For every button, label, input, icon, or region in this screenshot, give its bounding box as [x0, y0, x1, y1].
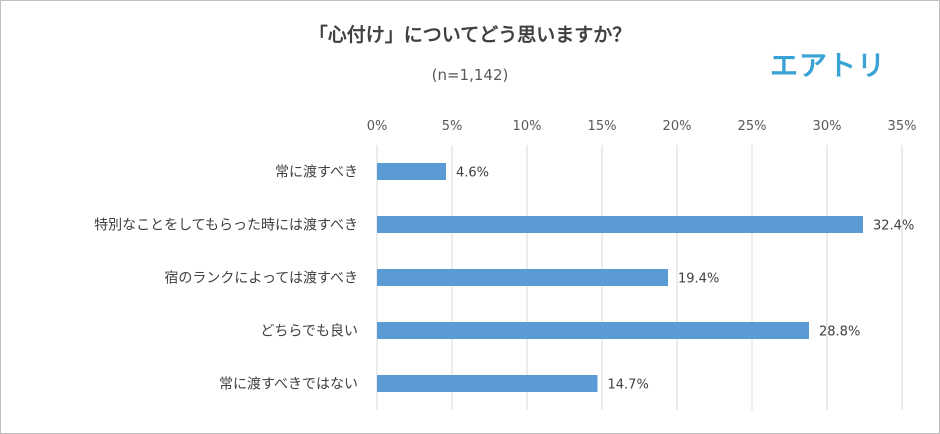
bar: [377, 375, 598, 392]
category-label: 常に渡すべき: [275, 165, 358, 181]
x-tick-label: 5%: [442, 119, 463, 134]
value-label: 28.8%: [819, 325, 860, 340]
bar: [377, 216, 863, 233]
category-label: どちらでも良い: [260, 324, 358, 340]
x-tick-label: 20%: [663, 119, 692, 134]
category-label: 特別なことをしてもらった時には渡すべき: [94, 218, 358, 234]
value-label: 4.6%: [456, 166, 489, 181]
value-label: 14.7%: [608, 378, 649, 393]
category-label: 常に渡すべきではない: [219, 377, 358, 393]
chart-title: 「心付け」についてどう思いますか？: [308, 24, 632, 46]
value-label: 32.4%: [873, 219, 914, 234]
brand-logo: エアトリ: [770, 49, 887, 82]
bar: [377, 322, 809, 339]
x-tick-label: 0%: [367, 119, 388, 134]
chart-subtitle: (n=1,142): [431, 66, 509, 84]
bar: [377, 269, 668, 286]
category-label: 宿のランクによっては渡すべき: [164, 270, 358, 287]
x-tick-label: 25%: [738, 119, 767, 134]
x-tick-label: 10%: [513, 119, 542, 134]
x-tick-label: 35%: [888, 119, 917, 134]
x-tick-label: 15%: [588, 119, 617, 134]
bar: [377, 163, 446, 180]
x-tick-label: 30%: [813, 119, 842, 134]
value-label: 19.4%: [678, 272, 719, 287]
